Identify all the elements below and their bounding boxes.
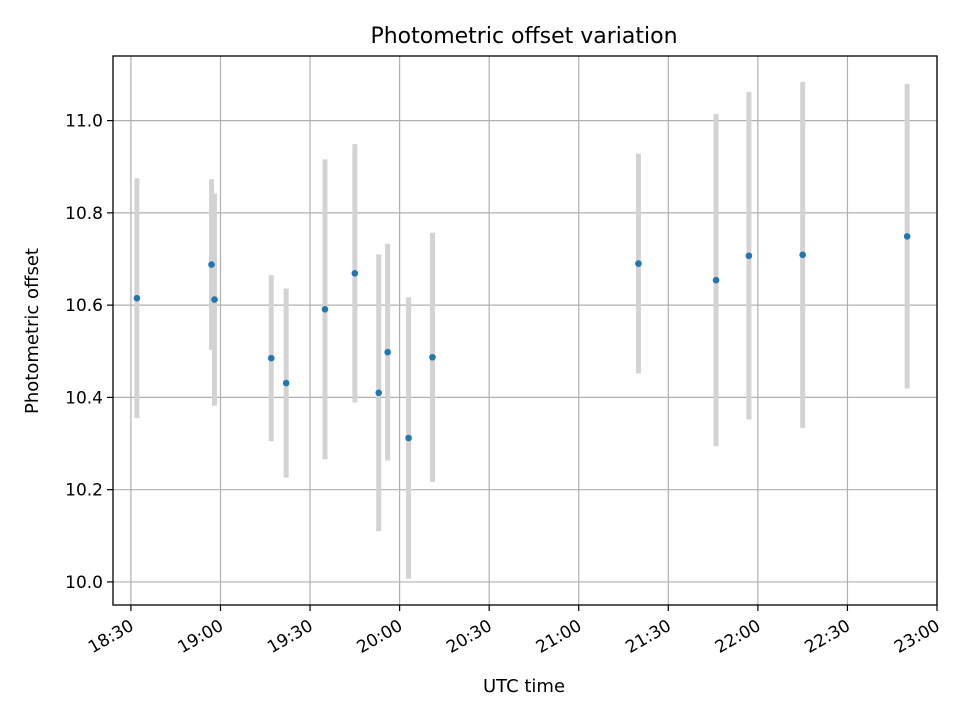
data-point — [405, 434, 412, 442]
data-point — [429, 353, 436, 361]
x-axis-label: UTC time — [483, 676, 565, 697]
data-point — [282, 379, 290, 387]
y-tick-label: 11.0 — [65, 112, 103, 132]
data-point — [267, 354, 275, 362]
y-tick-label: 10.4 — [65, 388, 103, 408]
y-tick-label: 10.8 — [65, 204, 103, 224]
data-point — [208, 261, 215, 268]
data-point — [133, 294, 141, 302]
data-point — [635, 260, 642, 267]
data-point — [712, 276, 720, 284]
plot-frame — [112, 55, 938, 606]
y-tick-label: 10.0 — [65, 573, 103, 593]
data-point — [799, 251, 806, 259]
data-point — [375, 389, 383, 397]
y-axis-ticks: 10.0 10.2 10.4 10.6 10.8 11.0 — [65, 112, 113, 593]
data-point — [384, 348, 391, 356]
data-point — [351, 269, 359, 277]
y-axis-label: Photometric offset — [22, 248, 43, 414]
y-tick-label: 10.2 — [65, 481, 103, 501]
data-point — [211, 296, 218, 303]
data-point — [903, 233, 911, 240]
data-points — [133, 233, 911, 442]
data-point — [745, 252, 753, 260]
data-point — [321, 305, 329, 313]
chart-title: Photometric offset variation — [370, 24, 677, 49]
grid — [113, 56, 938, 605]
y-tick-label: 10.6 — [65, 296, 103, 316]
